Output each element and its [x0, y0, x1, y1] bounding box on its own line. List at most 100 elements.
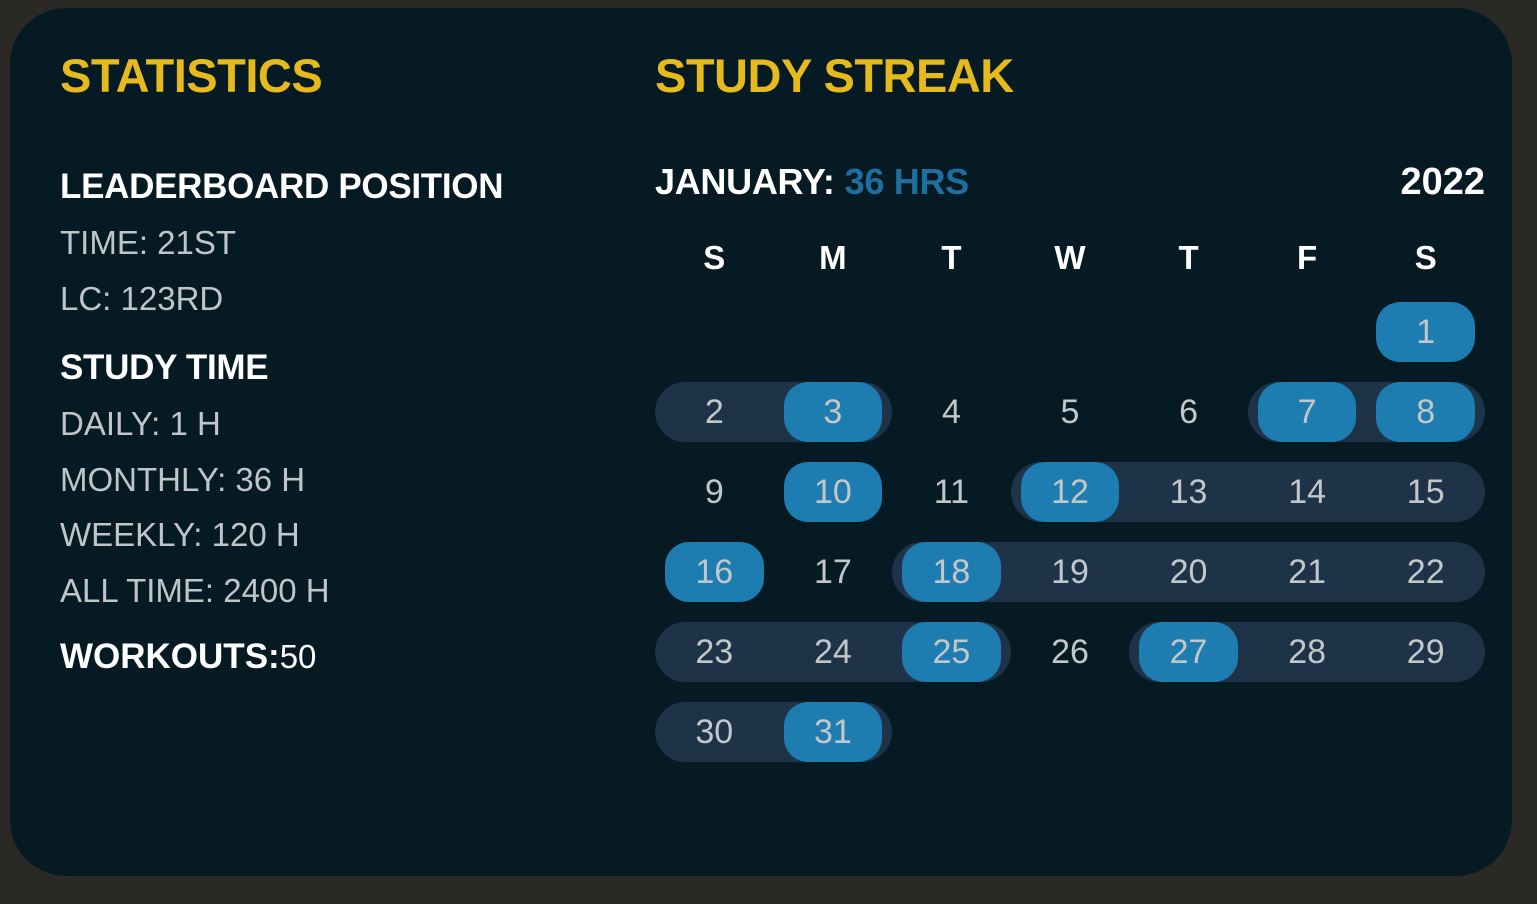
calendar-day-number: 27: [1169, 632, 1208, 671]
leaderboard-lc-rank: LC: 123RD: [60, 279, 224, 317]
calendar-week-row: 2 3 4 5 6 7 8: [655, 372, 1485, 452]
leaderboard-time-rank: TIME: 21ST: [60, 224, 237, 262]
calendar-day-number: 30: [695, 712, 734, 751]
study-time-heading: STUDY TIME: [60, 348, 269, 388]
streak-range-band: [1128, 541, 1249, 602]
calendar-day-9[interactable]: 9: [655, 452, 774, 532]
calendar-day-empty: [1248, 692, 1367, 772]
streak-range-band: [1365, 541, 1485, 602]
calendar-week-row: 30 31: [655, 692, 1485, 772]
calendar-day-number: 22: [1406, 552, 1445, 591]
calendar-day-number: 26: [1051, 632, 1089, 671]
streak-range-band: [1009, 541, 1131, 602]
calendar-day-8[interactable]: 8: [1365, 372, 1485, 452]
weekday-header-1: M: [819, 239, 847, 276]
workouts-label: WORKOUTS:: [60, 637, 280, 677]
calendar-day-number: 4: [941, 392, 961, 431]
study-streak-section-title: STUDY STREAK: [655, 49, 1014, 102]
calendar-day-number: 10: [813, 472, 852, 511]
calendar-day-number: 19: [1051, 552, 1089, 591]
month-name: JANUARY:: [655, 161, 835, 202]
weekday-header-5: F: [1297, 239, 1318, 276]
studied-day-pill: [783, 381, 883, 442]
stats-card: STATISTICS LEADERBOARD POSITION TIME: 21…: [10, 8, 1512, 876]
calendar-day-number: 3: [823, 392, 843, 431]
calendar-day-21[interactable]: 21: [1246, 532, 1368, 612]
studied-day-pill: [1020, 461, 1120, 522]
calendar-day-number: 21: [1288, 552, 1327, 591]
calendar-day-17[interactable]: 17: [774, 532, 893, 612]
studied-day-pill: [902, 541, 1001, 602]
calendar-day-4[interactable]: 4: [892, 372, 1011, 452]
studied-day-pill: [665, 541, 764, 602]
calendar-day-number: 6: [1179, 392, 1199, 431]
calendar-day-3[interactable]: 3: [772, 372, 893, 452]
calendar-day-27[interactable]: 27: [1129, 612, 1249, 692]
calendar-day-22[interactable]: 22: [1365, 532, 1485, 612]
calendar-day-empty: [892, 692, 1011, 772]
study-time-daily: DAILY: 1 H: [60, 405, 221, 443]
calendar-day-14[interactable]: 14: [1246, 452, 1368, 532]
calendar-day-number: 5: [1060, 392, 1080, 431]
workouts-value: 50: [279, 638, 317, 676]
calendar-day-20[interactable]: 20: [1128, 532, 1249, 612]
calendar-day-31[interactable]: 31: [772, 692, 893, 772]
studied-day-pill: [1376, 381, 1475, 442]
streak-range-band: [1365, 621, 1485, 682]
calendar-day-23[interactable]: 23: [655, 612, 775, 692]
calendar-day-25[interactable]: 25: [891, 612, 1011, 692]
calendar-day-28[interactable]: 28: [1246, 612, 1368, 692]
calendar-year: 2022: [1400, 161, 1485, 203]
studied-day-pill: [1139, 621, 1238, 682]
calendar-day-1[interactable]: 1: [1366, 292, 1485, 372]
weekday-header-3: W: [1054, 239, 1086, 276]
streak-range-band: [655, 621, 775, 682]
statistics-panel: STATISTICS LEADERBOARD POSITION TIME: 21…: [60, 52, 650, 680]
calendar-day-29[interactable]: 29: [1365, 612, 1485, 692]
calendar-day-10[interactable]: 10: [774, 452, 893, 532]
calendar-day-2[interactable]: 2: [655, 372, 775, 452]
calendar-day-6[interactable]: 6: [1129, 372, 1248, 452]
calendar-day-number: 20: [1169, 552, 1208, 591]
streak-range-band: [1128, 461, 1249, 522]
calendar-day-number: 28: [1288, 632, 1327, 671]
streak-range-band: [655, 701, 775, 762]
calendar-month-header: JANUARY: 36 HRS 2022: [655, 161, 1485, 204]
calendar-day-13[interactable]: 13: [1128, 452, 1249, 532]
weekday-header-4: T: [1178, 239, 1199, 276]
calendar-day-16[interactable]: 16: [655, 532, 774, 612]
calendar-day-11[interactable]: 11: [892, 452, 1011, 532]
calendar-day-5[interactable]: 5: [1011, 372, 1130, 452]
calendar-day-number: 8: [1416, 392, 1436, 431]
calendar-day-12[interactable]: 12: [1010, 452, 1131, 532]
calendar-day-7[interactable]: 7: [1247, 372, 1368, 452]
month-hours-value: 36 HRS: [844, 161, 970, 202]
calendar-day-19[interactable]: 19: [1009, 532, 1131, 612]
calendar-week-row: 16 17 18 19 20 21 22: [655, 532, 1485, 612]
calendar-day-18[interactable]: 18: [892, 532, 1012, 612]
calendar-day-24[interactable]: 24: [772, 612, 894, 692]
weekday-header-6: S: [1414, 239, 1437, 276]
calendar-day-30[interactable]: 30: [655, 692, 775, 772]
study-time-monthly: MONTHLY: 36 H: [60, 460, 306, 498]
calendar-day-number: 23: [695, 632, 734, 671]
weekday-header-2: T: [941, 239, 962, 276]
calendar-day-number: 16: [695, 552, 734, 591]
calendar-day-number: 24: [813, 632, 852, 671]
calendar-day-26[interactable]: 26: [1011, 612, 1130, 692]
streak-range-band: [1365, 461, 1485, 522]
calendar-day-number: 29: [1406, 632, 1445, 671]
calendar-week-row: 23 24 25 26 27 28 29: [655, 612, 1485, 692]
streak-range-band: [1246, 461, 1368, 522]
study-time-weekly: WEEKLY: 120 H: [60, 516, 300, 554]
studied-day-pill: [1376, 301, 1475, 362]
calendar-day-empty: [1011, 692, 1130, 772]
calendar-day-15[interactable]: 15: [1365, 452, 1485, 532]
calendar-day-empty: [1366, 692, 1485, 772]
calendar-day-number: 18: [932, 552, 971, 591]
month-name-and-hours: JANUARY: 36 HRS: [655, 161, 969, 203]
streak-range-band: [1246, 541, 1368, 602]
